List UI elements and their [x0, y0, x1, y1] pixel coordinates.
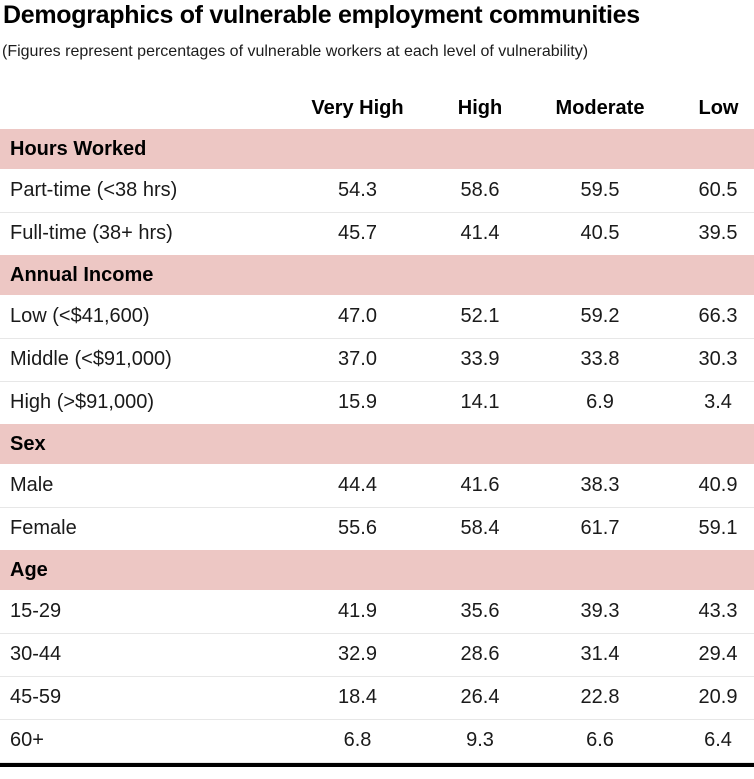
cell-value: 33.8	[545, 338, 655, 382]
table-row-income-high: High (>$91,000) 15.9 14.1 6.9 3.4	[0, 381, 754, 424]
section-header-sex: Sex	[0, 424, 754, 464]
row-label: 45-59	[0, 676, 300, 720]
cell-value: 59.5	[545, 169, 655, 213]
cell-value: 38.3	[545, 464, 655, 508]
cell-value: 6.4	[655, 719, 754, 763]
section-header-annual-income: Annual Income	[0, 255, 754, 295]
table-row-age-15-29: 15-29 41.9 35.6 39.3 43.3	[0, 590, 754, 634]
cell-value: 40.5	[580, 222, 620, 245]
cell-value: 28.6	[415, 633, 545, 677]
cell-value: 18.4	[300, 676, 415, 720]
table-row-female: Female 55.6 58.4 61.7 59.1	[0, 507, 754, 550]
row-label: 15-29	[0, 590, 300, 634]
section-label: Sex	[0, 424, 754, 464]
row-label: Middle (<$91,000)	[0, 338, 300, 382]
section-label: Annual Income	[0, 255, 754, 295]
cell-value: 37.0	[300, 338, 415, 382]
col-header-high: High	[457, 97, 503, 119]
row-label: Low (<$41,600)	[0, 295, 300, 339]
cell-value: 54.3	[300, 169, 415, 213]
cell-value: 32.9	[300, 633, 415, 677]
bottom-rule	[0, 762, 754, 767]
section-label: Hours Worked	[0, 129, 754, 169]
cell-value: 58.4	[460, 517, 500, 540]
section-header-age: Age	[0, 550, 754, 590]
cell-value: 39.5	[698, 222, 738, 245]
cell-value: 33.9	[415, 338, 545, 382]
cell-value: 3.4	[704, 391, 732, 414]
cell-value: 9.3	[415, 719, 545, 763]
cell-value: 40.9	[655, 464, 754, 508]
row-label: Full-time (38+ hrs)	[10, 222, 173, 245]
cell-value: 22.8	[545, 676, 655, 720]
table-row-income-middle: Middle (<$91,000) 37.0 33.9 33.8 30.3	[0, 338, 754, 382]
row-label: Male	[0, 464, 300, 508]
figure-subtitle: (Figures represent percentages of vulner…	[2, 43, 589, 60]
cell-value: 29.4	[655, 633, 754, 677]
col-header-low: Low	[698, 97, 739, 119]
table-row-age-30-44: 30-44 32.9 28.6 31.4 29.4	[0, 633, 754, 677]
row-label: Female	[10, 517, 77, 540]
row-label: 60+	[0, 719, 300, 763]
demographics-table: Very High High Moderate Low Hours Worked…	[0, 89, 754, 763]
cell-value: 39.3	[545, 590, 655, 634]
cell-value: 55.6	[338, 517, 377, 540]
cell-value: 52.1	[415, 295, 545, 339]
cell-value: 60.5	[655, 169, 754, 213]
section-label: Age	[0, 550, 754, 590]
cell-value: 6.8	[300, 719, 415, 763]
table-row-male: Male 44.4 41.6 38.3 40.9	[0, 464, 754, 508]
cell-value: 26.4	[415, 676, 545, 720]
row-label: 30-44	[0, 633, 300, 677]
cell-value: 6.6	[545, 719, 655, 763]
cell-value: 14.1	[460, 391, 500, 414]
cell-value: 35.6	[415, 590, 545, 634]
cell-value: 41.9	[300, 590, 415, 634]
table-row-part-time: Part-time (<38 hrs) 54.3 58.6 59.5 60.5	[0, 169, 754, 213]
table-row-full-time: Full-time (38+ hrs) 45.7 41.4 40.5 39.5	[0, 212, 754, 255]
row-label: Part-time (<38 hrs)	[0, 169, 300, 213]
section-header-hours-worked: Hours Worked	[0, 129, 754, 169]
cell-value: 58.6	[415, 169, 545, 213]
table-row-age-60-plus: 60+ 6.8 9.3 6.6 6.4	[0, 719, 754, 763]
cell-value: 45.7	[338, 222, 377, 245]
cell-value: 59.1	[698, 517, 738, 540]
cell-value: 44.4	[300, 464, 415, 508]
row-label: High (>$91,000)	[10, 391, 154, 414]
cell-value: 66.3	[655, 295, 754, 339]
cell-value: 59.2	[545, 295, 655, 339]
cell-value: 61.7	[580, 517, 620, 540]
cell-value: 43.3	[655, 590, 754, 634]
column-header-row: Very High High Moderate Low	[0, 89, 754, 129]
cell-value: 30.3	[655, 338, 754, 382]
col-header-moderate: Moderate	[555, 97, 645, 119]
cell-value: 41.4	[460, 222, 500, 245]
col-header-very-high: Very High	[311, 97, 404, 119]
table-row-age-45-59: 45-59 18.4 26.4 22.8 20.9	[0, 676, 754, 720]
table-row-income-low: Low (<$41,600) 47.0 52.1 59.2 66.3	[0, 295, 754, 339]
cell-value: 6.9	[586, 391, 614, 414]
figure-title: Demographics of vulnerable employment co…	[3, 1, 640, 29]
cell-value: 15.9	[338, 391, 377, 414]
cell-value: 20.9	[655, 676, 754, 720]
cell-value: 47.0	[300, 295, 415, 339]
cell-value: 31.4	[545, 633, 655, 677]
cell-value: 41.6	[415, 464, 545, 508]
row-label-header	[0, 89, 300, 129]
